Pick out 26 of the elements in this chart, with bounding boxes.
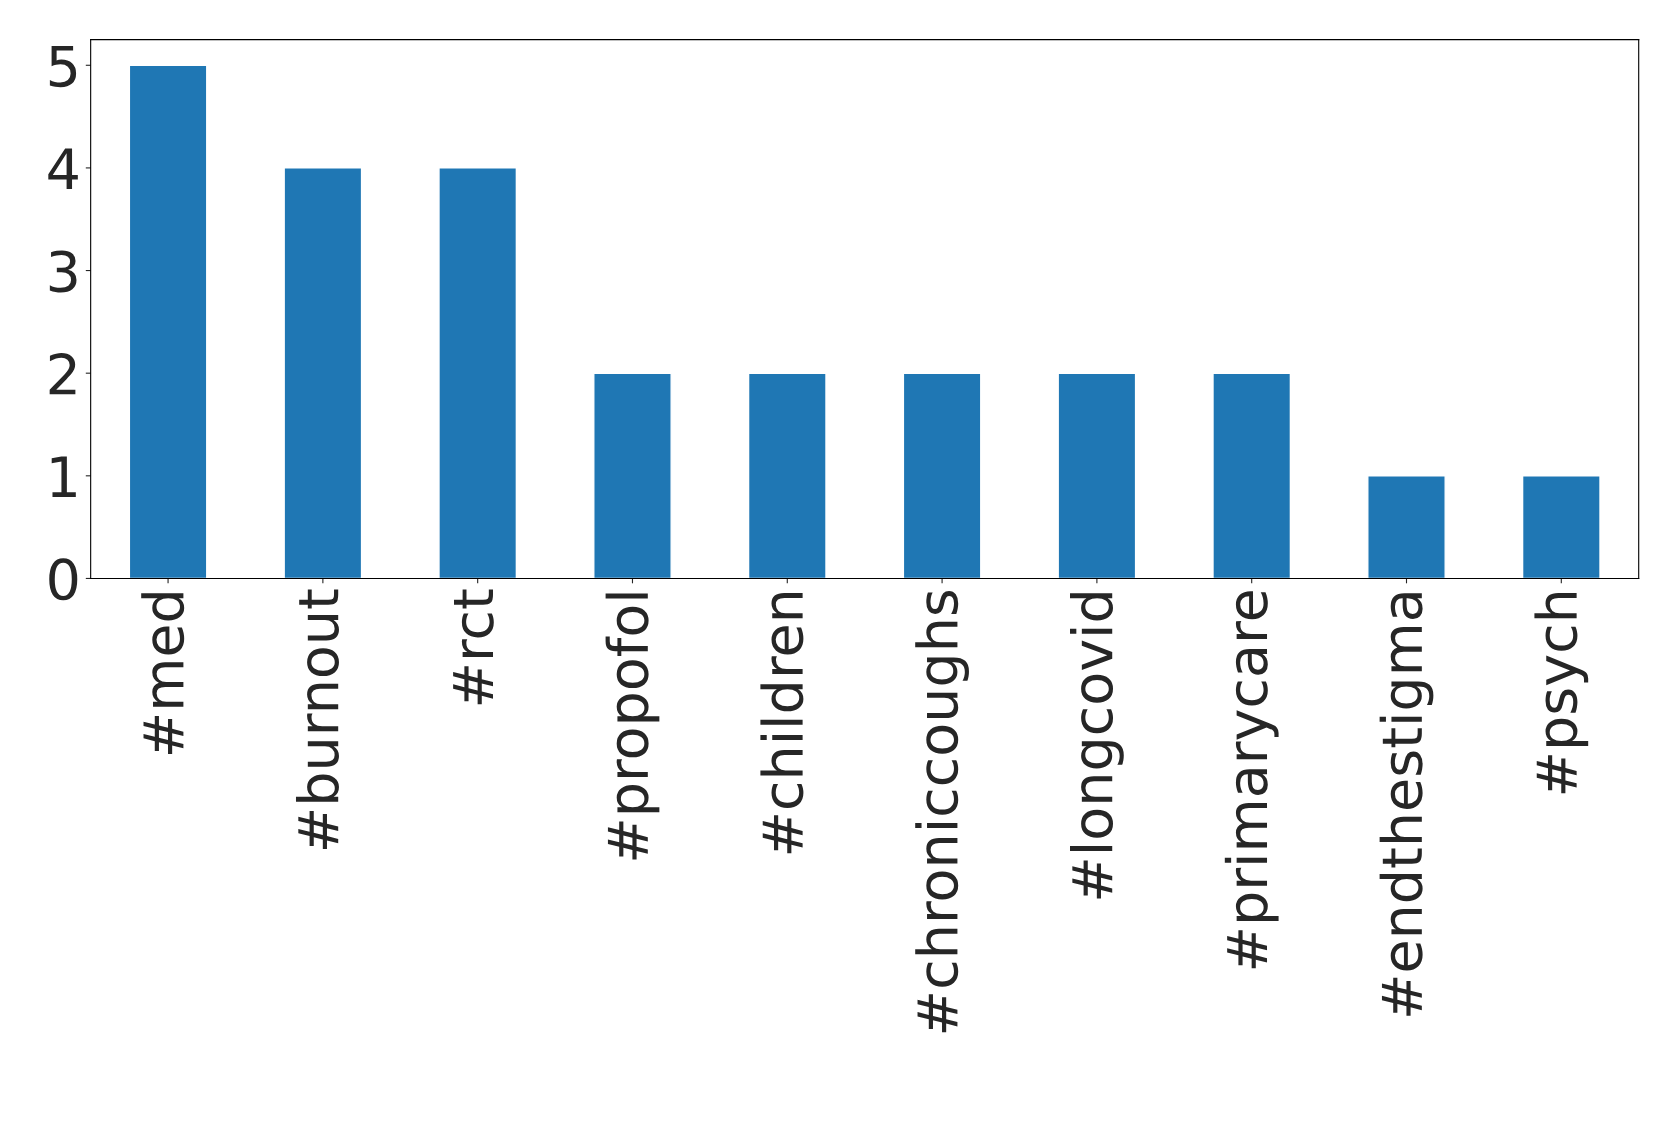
y-tick-label: 5 <box>49 45 77 88</box>
bar <box>283 167 363 579</box>
x-tick-label: #burnout <box>295 589 339 849</box>
bar <box>128 64 208 579</box>
bar <box>1057 372 1137 579</box>
y-tick-label: 4 <box>48 148 78 190</box>
bar <box>1367 475 1446 579</box>
x-tick-label: #primarycare <box>1224 591 1279 969</box>
y-tick-label: 1 <box>51 456 76 497</box>
bar <box>1212 372 1292 579</box>
bar <box>593 372 672 579</box>
y-tick-label: 2 <box>49 353 76 395</box>
x-tick-label: #propofol <box>605 593 660 860</box>
x-tick-label: #longcovid <box>1070 593 1124 899</box>
x-tick-label: #endthestigma <box>1379 593 1434 1016</box>
x-tick-label: #psych <box>1534 592 1589 794</box>
x-tick-label: #chroniccoughs <box>915 590 969 1033</box>
x-tick-label: #children <box>760 592 804 854</box>
x-tick-label: #med <box>141 593 185 755</box>
bar <box>747 372 827 579</box>
x-tick-label: #rct <box>453 589 494 705</box>
y-tick-label: 0 <box>49 558 78 601</box>
bar <box>902 372 982 579</box>
bar <box>438 167 518 579</box>
bar <box>1521 475 1601 579</box>
y-tick-label: 3 <box>49 250 77 293</box>
